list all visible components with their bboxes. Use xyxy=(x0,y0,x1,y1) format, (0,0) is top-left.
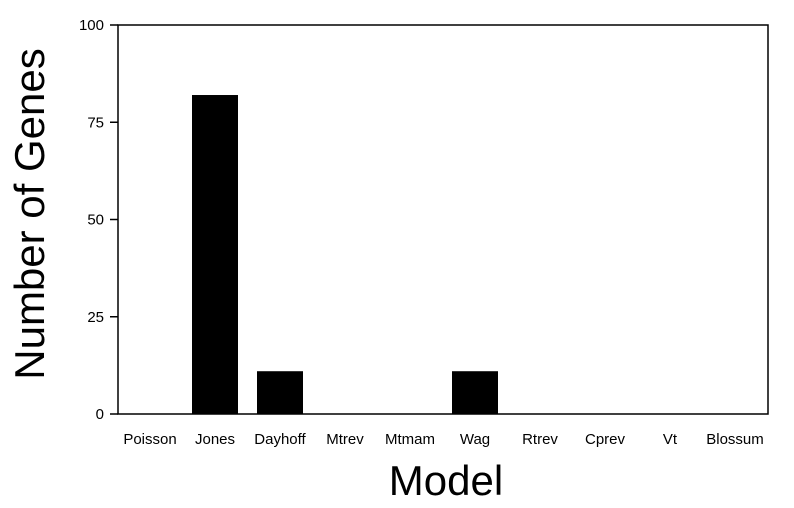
x-tick-label: Mtrev xyxy=(326,431,364,448)
x-tick-label: Cprev xyxy=(585,431,626,448)
y-tick-label: 75 xyxy=(87,114,104,131)
x-tick-label: Mtmam xyxy=(385,431,435,448)
y-tick-label: 25 xyxy=(87,309,104,326)
x-tick-label: Rtrev xyxy=(522,431,558,448)
x-axis: Poisson Jones Dayhoff Mtrev Mtmam Wag Rtrev Cpr… xyxy=(123,431,763,448)
bars-group xyxy=(192,95,498,415)
x-tick-label: Vt xyxy=(663,431,678,448)
y-tick-label: 100 xyxy=(79,17,104,34)
bar-jones xyxy=(192,95,238,415)
x-tick-label: Poisson xyxy=(123,431,176,448)
y-axis: 0 25 50 75 100 xyxy=(79,17,118,423)
bar-wag xyxy=(452,371,498,414)
bar-dayhoff xyxy=(257,371,303,414)
y-axis-title: Number of Genes xyxy=(6,48,53,380)
x-tick-label: Blossum xyxy=(706,431,764,448)
x-tick-label: Jones xyxy=(195,431,235,448)
x-tick-label: Dayhoff xyxy=(254,431,306,448)
x-axis-title: Model xyxy=(389,457,503,504)
y-tick-label: 50 xyxy=(87,212,104,229)
y-tick-label: 0 xyxy=(96,406,104,423)
x-tick-label: Wag xyxy=(460,431,490,448)
